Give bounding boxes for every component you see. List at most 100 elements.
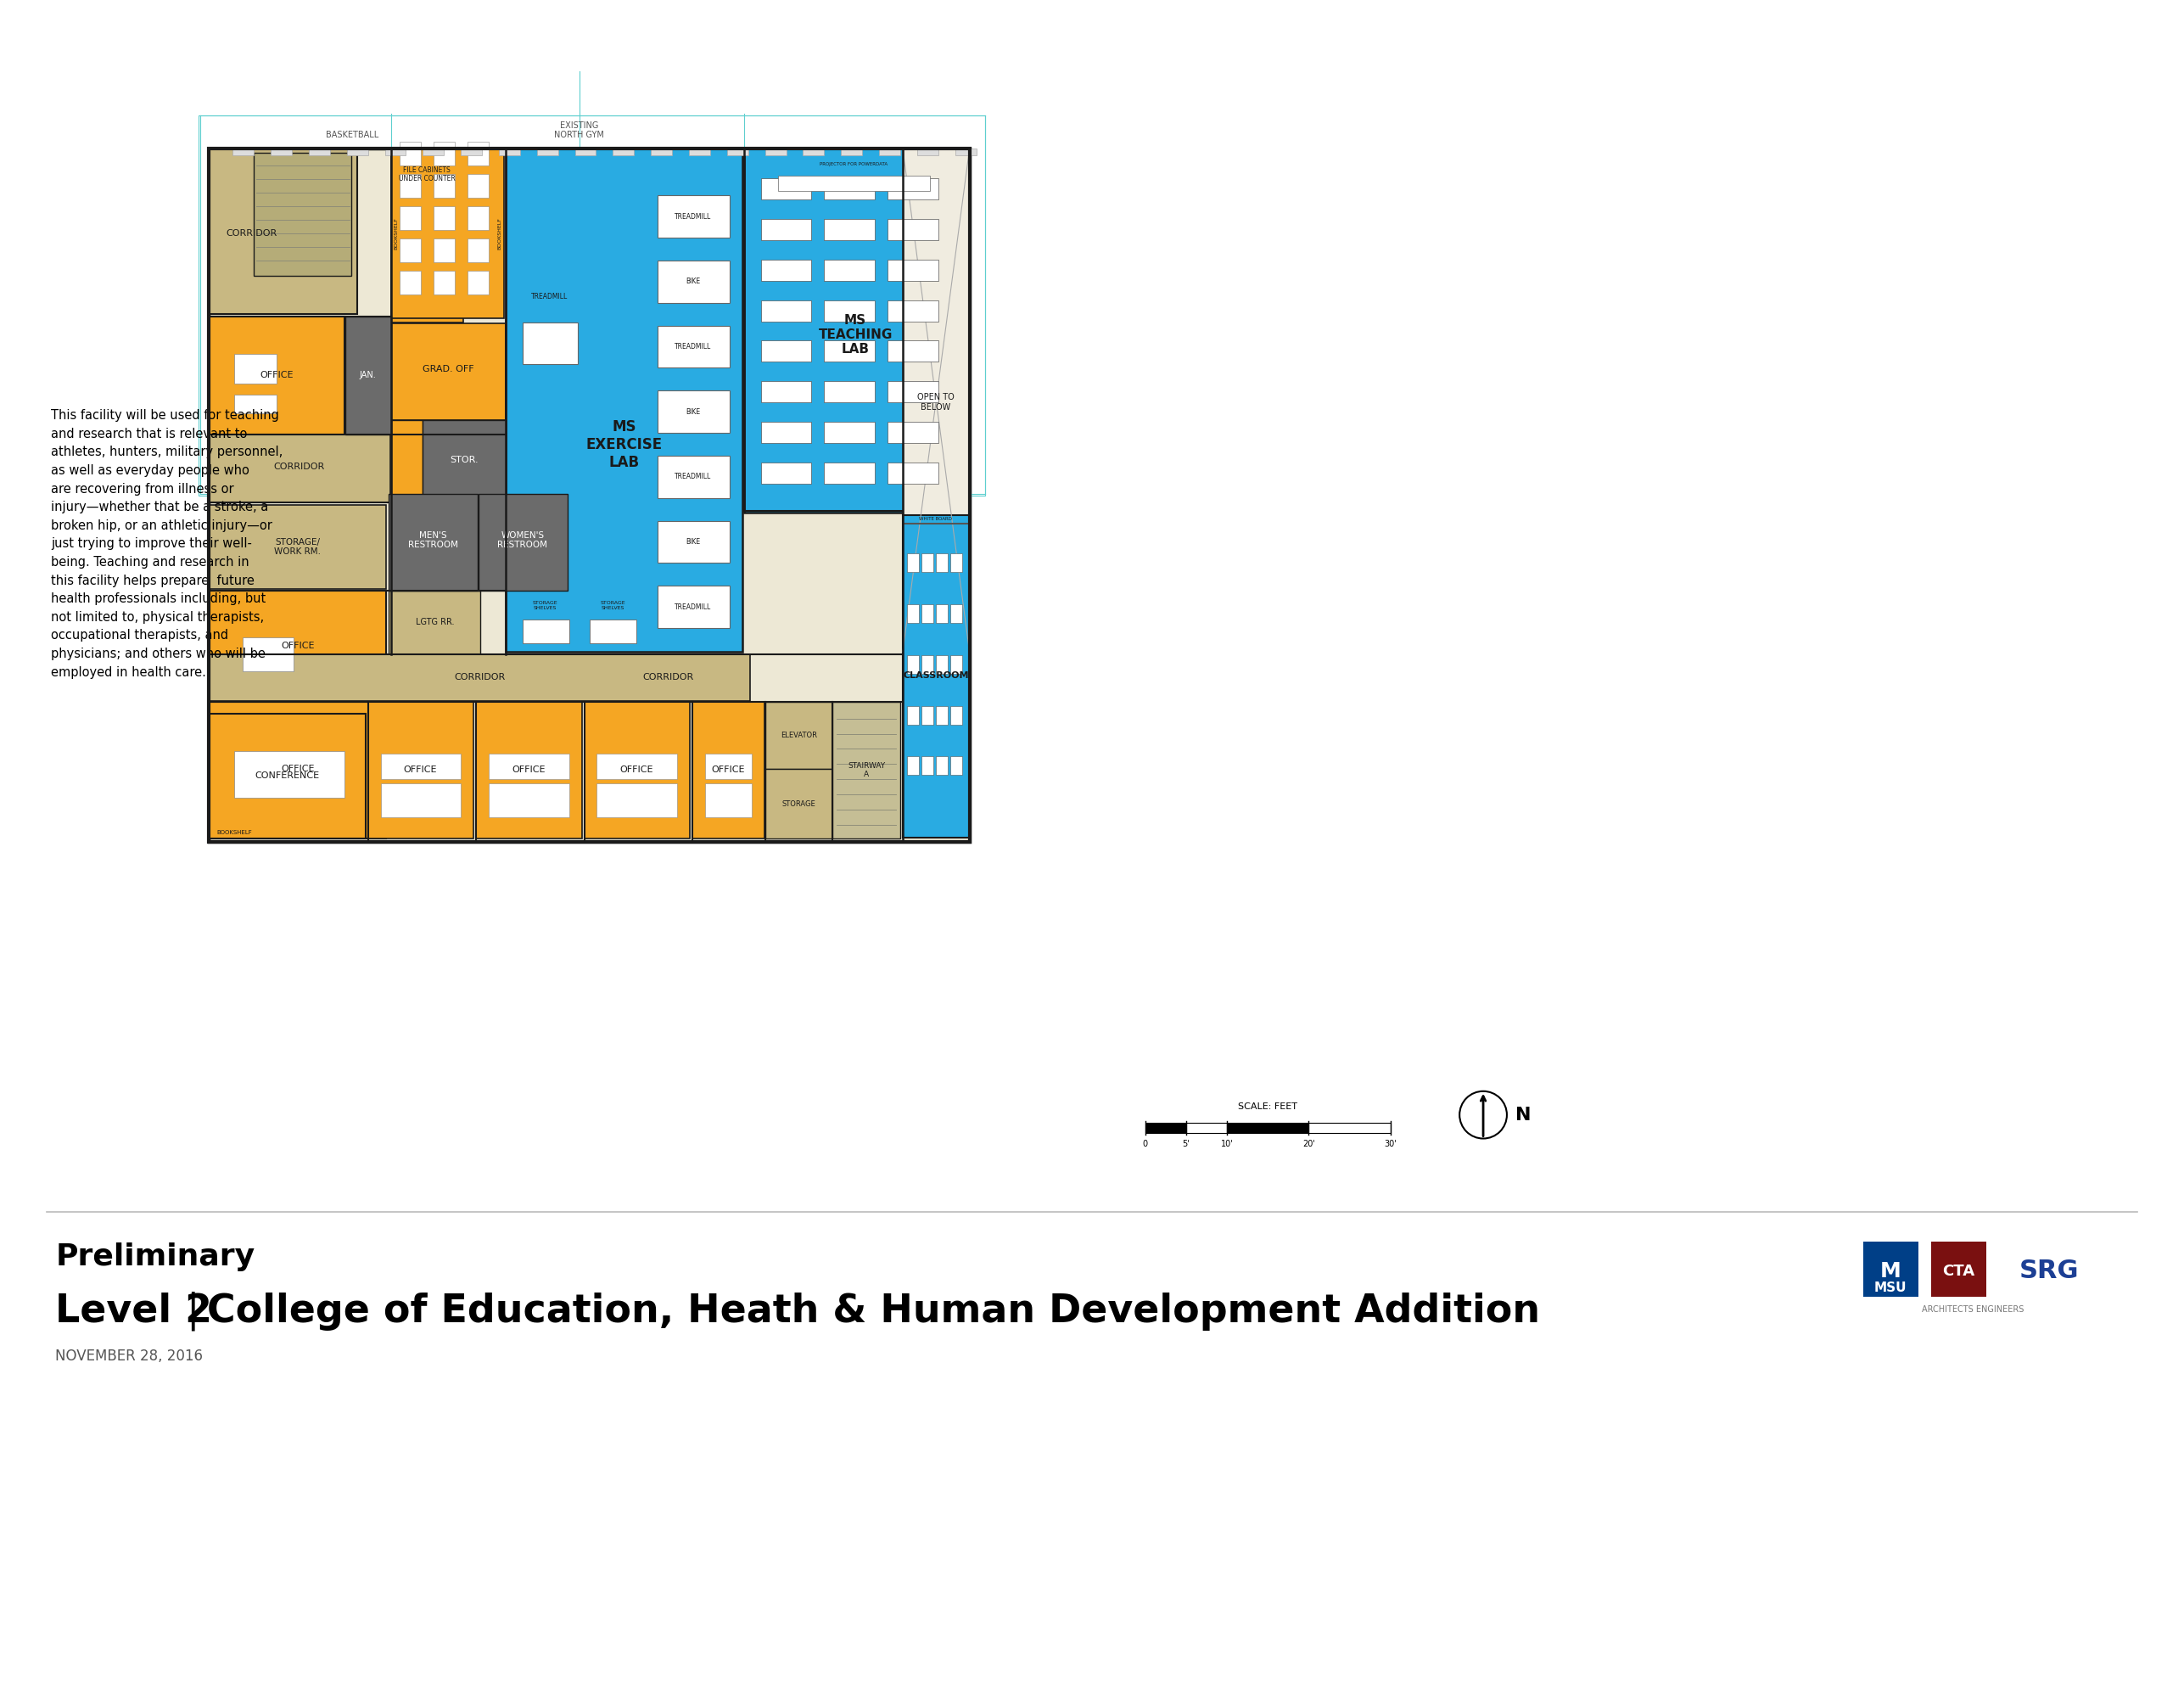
- Text: BOOKSHELF: BOOKSHELF: [216, 830, 251, 836]
- Bar: [242, 761, 293, 795]
- Text: PROJECTOR FOR POWERDATA: PROJECTOR FOR POWERDATA: [819, 162, 887, 165]
- Bar: [657, 196, 729, 238]
- Bar: [887, 300, 939, 321]
- Text: CORRIDOR: CORRIDOR: [642, 674, 692, 682]
- Bar: [760, 463, 812, 483]
- Bar: [391, 420, 424, 500]
- Bar: [657, 390, 729, 432]
- Bar: [804, 149, 823, 155]
- Bar: [922, 554, 933, 572]
- Text: MS
TEACHING
LAB: MS TEACHING LAB: [819, 314, 893, 356]
- Bar: [887, 422, 939, 442]
- Bar: [384, 149, 406, 155]
- Text: ELEVATOR: ELEVATOR: [780, 731, 817, 739]
- Text: LGTG RR.: LGTG RR.: [415, 618, 454, 626]
- Text: WOMEN'S
RESTROOM: WOMEN'S RESTROOM: [498, 532, 548, 549]
- Bar: [583, 702, 690, 839]
- Bar: [234, 149, 253, 155]
- Text: CTA: CTA: [1942, 1264, 1974, 1280]
- Bar: [391, 322, 507, 420]
- Bar: [657, 260, 729, 302]
- Bar: [823, 300, 876, 321]
- Text: N: N: [1516, 1106, 1531, 1123]
- Bar: [935, 604, 948, 623]
- Bar: [950, 756, 961, 775]
- Text: Level 2: Level 2: [55, 1293, 212, 1330]
- Bar: [1144, 1123, 1186, 1133]
- Bar: [400, 270, 422, 294]
- Bar: [1931, 1242, 1985, 1296]
- Bar: [596, 783, 677, 817]
- Text: CORRIDOR: CORRIDOR: [273, 463, 325, 471]
- Text: 0: 0: [1142, 1139, 1149, 1148]
- Bar: [935, 554, 948, 572]
- Bar: [950, 706, 961, 724]
- Bar: [906, 554, 919, 572]
- Text: 20': 20': [1302, 1139, 1315, 1148]
- Bar: [950, 655, 961, 674]
- Bar: [400, 174, 422, 197]
- Bar: [764, 149, 786, 155]
- Text: CORRIDOR: CORRIDOR: [454, 674, 505, 682]
- Text: Preliminary: Preliminary: [55, 1242, 256, 1271]
- Bar: [823, 341, 876, 361]
- Bar: [935, 756, 948, 775]
- Bar: [1227, 1123, 1308, 1133]
- Bar: [467, 238, 489, 262]
- Bar: [823, 260, 876, 280]
- Bar: [522, 619, 570, 643]
- Bar: [922, 604, 933, 623]
- Text: STORAGE
SHELVES: STORAGE SHELVES: [601, 601, 625, 609]
- Text: STAIRWAY
A: STAIRWAY A: [847, 761, 885, 778]
- Bar: [906, 756, 919, 775]
- Bar: [778, 176, 930, 191]
- Bar: [705, 783, 751, 817]
- Bar: [887, 341, 939, 361]
- Bar: [424, 420, 507, 500]
- Bar: [389, 591, 480, 655]
- Bar: [887, 381, 939, 402]
- Bar: [922, 706, 933, 724]
- Text: WHITE BOARD: WHITE BOARD: [919, 517, 952, 522]
- Bar: [467, 206, 489, 230]
- Text: ARCHITECTS ENGINEERS: ARCHITECTS ENGINEERS: [1922, 1305, 2025, 1313]
- Text: This facility will be used for teaching
and research that is relevant to
athlete: This facility will be used for teaching …: [50, 408, 284, 679]
- Text: SRG: SRG: [2020, 1259, 2079, 1283]
- Text: OFFICE: OFFICE: [282, 765, 314, 773]
- Bar: [210, 591, 387, 701]
- Text: BIKE: BIKE: [686, 538, 701, 545]
- Bar: [887, 260, 939, 280]
- Bar: [435, 206, 454, 230]
- Bar: [507, 149, 743, 652]
- Bar: [391, 149, 505, 317]
- Bar: [435, 270, 454, 294]
- Bar: [234, 395, 277, 414]
- Bar: [902, 149, 970, 652]
- Bar: [234, 354, 277, 383]
- Bar: [764, 770, 832, 839]
- Bar: [887, 219, 939, 240]
- Bar: [705, 755, 751, 780]
- Text: TREADMILL: TREADMILL: [675, 473, 712, 481]
- Bar: [760, 219, 812, 240]
- Text: FILE CABINETS
UNDER COUNTER: FILE CABINETS UNDER COUNTER: [400, 165, 454, 182]
- Text: STORAGE/
WORK RM.: STORAGE/ WORK RM.: [275, 538, 321, 555]
- Text: MS
EXERCISE
LAB: MS EXERCISE LAB: [585, 419, 662, 469]
- Bar: [210, 149, 970, 842]
- Bar: [935, 655, 948, 674]
- Bar: [400, 142, 422, 165]
- Bar: [389, 493, 478, 591]
- Bar: [367, 702, 474, 839]
- Text: JAN.: JAN.: [360, 371, 376, 380]
- Text: MSU: MSU: [1874, 1281, 1907, 1295]
- Bar: [210, 149, 356, 314]
- Bar: [657, 456, 729, 498]
- Bar: [522, 322, 577, 365]
- Text: |: |: [186, 1291, 199, 1330]
- Bar: [242, 638, 293, 672]
- Text: TREADMILL: TREADMILL: [531, 294, 568, 300]
- Text: TREADMILL: TREADMILL: [675, 213, 712, 221]
- Text: BOOKSHELF: BOOKSHELF: [393, 218, 397, 250]
- Text: BOOKSHELF: BOOKSHELF: [498, 218, 502, 250]
- Bar: [823, 381, 876, 402]
